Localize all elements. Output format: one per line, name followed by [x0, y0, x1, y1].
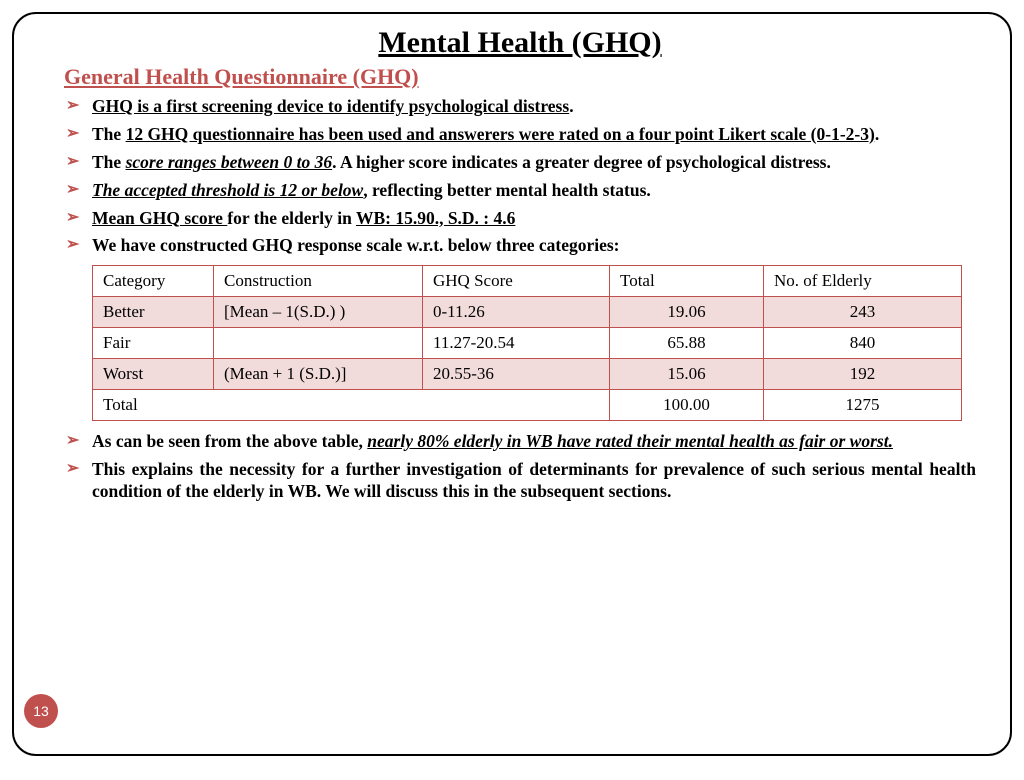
bullet-3-a: The [92, 152, 126, 172]
table-row: Worst (Mean + 1 (S.D.)] 20.55-36 15.06 1… [93, 359, 962, 390]
bullet-4-ui: The accepted threshold is 12 or below [92, 180, 363, 200]
cell-total-label: Total [93, 390, 610, 421]
bullet-6-text: We have constructed GHQ response scale w… [92, 235, 620, 255]
th-total: Total [610, 266, 764, 297]
table-header-row: Category Construction GHQ Score Total No… [93, 266, 962, 297]
table-row: Better [Mean – 1(S.D.) ) 0-11.26 19.06 2… [93, 297, 962, 328]
bullet-5: Mean GHQ score for the elderly in WB: 15… [64, 208, 976, 230]
cell: 100.00 [610, 390, 764, 421]
cell: 840 [764, 328, 962, 359]
cell: (Mean + 1 (S.D.)] [214, 359, 423, 390]
cell: 192 [764, 359, 962, 390]
cell: 11.27-20.54 [423, 328, 610, 359]
bullet-8-text: This explains the necessity for a furthe… [92, 459, 976, 501]
bullet-2-a: The [92, 124, 126, 144]
bullet-1-underline: GHQ is a first screening device to ident… [92, 96, 569, 116]
bullet-7-ui: nearly 80% elderly in WB have rated thei… [367, 431, 893, 451]
th-category: Category [93, 266, 214, 297]
cell: 65.88 [610, 328, 764, 359]
cell: 20.55-36 [423, 359, 610, 390]
cell: Fair [93, 328, 214, 359]
th-ghq-score: GHQ Score [423, 266, 610, 297]
slide-frame: Mental Health (GHQ) General Health Quest… [12, 12, 1012, 756]
bullet-7-a: As can be seen from the above table, [92, 431, 367, 451]
bullet-4-b: , reflecting better mental health status… [363, 180, 651, 200]
bullet-7: As can be seen from the above table, nea… [64, 431, 976, 453]
th-construction: Construction [214, 266, 423, 297]
cell: 19.06 [610, 297, 764, 328]
cell: [Mean – 1(S.D.) ) [214, 297, 423, 328]
th-no-elderly: No. of Elderly [764, 266, 962, 297]
bullet-4: The accepted threshold is 12 or below, r… [64, 180, 976, 202]
cell [214, 328, 423, 359]
cell: Worst [93, 359, 214, 390]
bullet-list-top: GHQ is a first screening device to ident… [64, 96, 976, 257]
bullet-1: GHQ is a first screening device to ident… [64, 96, 976, 118]
cell: 243 [764, 297, 962, 328]
ghq-table: Category Construction GHQ Score Total No… [92, 265, 962, 421]
bullet-1-end: . [569, 96, 573, 116]
bullet-5-u1: Mean GHQ score [92, 208, 227, 228]
bullet-3: The score ranges between 0 to 36. A high… [64, 152, 976, 174]
cell: 0-11.26 [423, 297, 610, 328]
main-title: Mental Health (GHQ) [64, 26, 976, 60]
bullet-list-bottom: As can be seen from the above table, nea… [64, 431, 976, 503]
bullet-8: This explains the necessity for a furthe… [64, 459, 976, 503]
bullet-3-b: . A higher score indicates a greater deg… [332, 152, 831, 172]
table-row-total: Total 100.00 1275 [93, 390, 962, 421]
page-number-badge: 13 [24, 694, 58, 728]
bullet-2-underline: 12 GHQ questionnaire has been used and a… [126, 124, 875, 144]
cell: 1275 [764, 390, 962, 421]
bullet-3-ui: score ranges between 0 to 36 [126, 152, 333, 172]
table-row: Fair 11.27-20.54 65.88 840 [93, 328, 962, 359]
bullet-5-u2: WB: 15.90., S.D. : 4.6 [356, 208, 515, 228]
bullet-6: We have constructed GHQ response scale w… [64, 235, 976, 257]
subtitle: General Health Questionnaire (GHQ) [64, 64, 976, 90]
bullet-2-end: . [875, 124, 879, 144]
cell: Better [93, 297, 214, 328]
bullet-5-mid: for the elderly in [227, 208, 356, 228]
bullet-2: The 12 GHQ questionnaire has been used a… [64, 124, 976, 146]
cell: 15.06 [610, 359, 764, 390]
